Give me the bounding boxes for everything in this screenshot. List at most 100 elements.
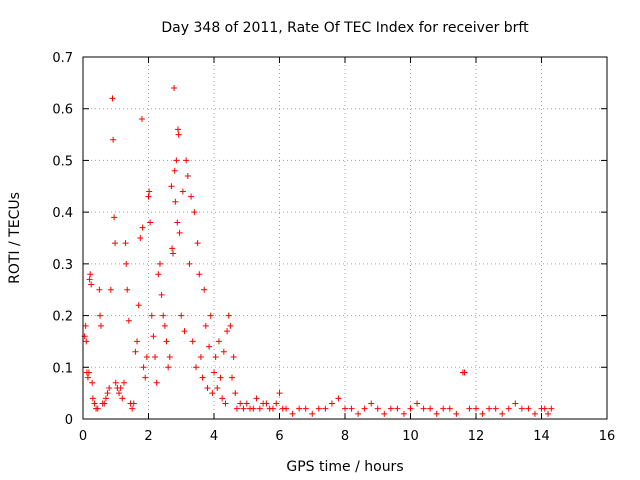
x-tick-label: 0 — [79, 429, 87, 444]
data-point — [145, 193, 152, 200]
data-point — [120, 379, 127, 386]
data-point — [486, 405, 493, 412]
x-tick-label: 14 — [533, 429, 550, 444]
data-point — [152, 353, 159, 360]
data-point — [171, 167, 178, 174]
data-point — [440, 405, 447, 412]
data-point — [158, 291, 165, 298]
data-point — [107, 286, 114, 293]
data-point — [201, 286, 208, 293]
data-point — [179, 188, 186, 195]
data-point — [181, 328, 188, 335]
data-point — [119, 395, 126, 402]
data-point — [173, 157, 180, 164]
data-point — [253, 395, 260, 402]
data-point — [87, 271, 94, 278]
data-point — [153, 379, 160, 386]
data-point — [361, 405, 368, 412]
data-point — [143, 353, 150, 360]
data-point — [230, 353, 237, 360]
y-tick-label: 0.1 — [52, 361, 73, 376]
data-point — [134, 338, 141, 345]
x-tick-label: 2 — [144, 429, 152, 444]
data-point — [163, 338, 170, 345]
data-point — [171, 85, 178, 92]
data-point — [229, 374, 236, 381]
data-point — [150, 333, 157, 340]
data-point — [224, 328, 231, 335]
data-point — [214, 384, 221, 391]
y-tick-label: 0.2 — [52, 310, 73, 325]
data-point — [545, 410, 552, 417]
data-point — [309, 410, 316, 417]
data-point — [355, 410, 362, 417]
data-point — [209, 390, 216, 397]
data-point — [104, 390, 111, 397]
data-point — [135, 302, 142, 309]
data-point — [176, 229, 183, 236]
y-tick-label: 0.4 — [52, 206, 73, 221]
data-point — [368, 400, 375, 407]
data-point — [94, 405, 101, 412]
data-point — [122, 240, 129, 247]
data-point — [174, 219, 181, 226]
data-point — [192, 364, 199, 371]
data-point — [243, 400, 250, 407]
y-tick-label: 0.6 — [52, 103, 73, 118]
data-point — [342, 405, 348, 412]
data-point — [215, 338, 222, 345]
data-point — [518, 405, 525, 412]
data-point — [84, 374, 91, 381]
data-point — [124, 286, 131, 293]
x-axis-label: GPS time / hours — [286, 459, 403, 475]
data-point — [407, 405, 414, 412]
data-point — [116, 390, 123, 397]
data-point — [541, 405, 548, 412]
data-point — [186, 260, 193, 267]
data-point — [273, 400, 280, 407]
data-point — [89, 379, 96, 386]
data-point — [138, 116, 145, 123]
data-point — [240, 405, 247, 412]
data-point — [328, 400, 335, 407]
y-tick-label: 0.3 — [52, 258, 73, 273]
data-point — [140, 364, 147, 371]
data-point — [130, 400, 137, 407]
x-tick-label: 16 — [599, 429, 616, 444]
y-tick-label: 0 — [65, 413, 73, 428]
data-point — [174, 126, 181, 133]
y-tick-label: 0.5 — [52, 154, 73, 169]
data-point — [202, 322, 209, 329]
data-point — [170, 250, 177, 257]
data-point — [479, 410, 486, 417]
data-point — [166, 353, 173, 360]
y-tick-label: 0.7 — [52, 51, 73, 66]
data-point — [148, 312, 155, 319]
grid-layer — [83, 57, 607, 419]
data-point — [175, 131, 182, 138]
data-point — [548, 405, 555, 412]
data-point — [453, 410, 460, 417]
data-point — [161, 322, 168, 329]
data-point — [139, 224, 146, 231]
data-point — [348, 405, 355, 412]
data-point — [505, 405, 512, 412]
data-point — [473, 405, 479, 412]
data-point — [427, 405, 434, 412]
data-point — [296, 405, 303, 412]
data-point — [237, 400, 244, 407]
data-point — [283, 405, 290, 412]
data-point — [197, 353, 204, 360]
tick-layer: 0 2 4 6 8 10 12 14 16 0 0.1 0.2 0.3 0.4 0.5 0.6 0.7 — [52, 51, 615, 444]
data-point — [233, 405, 240, 412]
x-tick-label: 4 — [210, 429, 218, 444]
data-point — [446, 405, 453, 412]
data-point — [191, 209, 198, 216]
data-point — [466, 405, 473, 412]
plot-frame — [82, 56, 608, 420]
data-point — [106, 384, 113, 391]
data-point — [222, 400, 229, 407]
data-point — [97, 312, 104, 319]
data-point — [269, 405, 276, 412]
data-point — [400, 410, 407, 417]
